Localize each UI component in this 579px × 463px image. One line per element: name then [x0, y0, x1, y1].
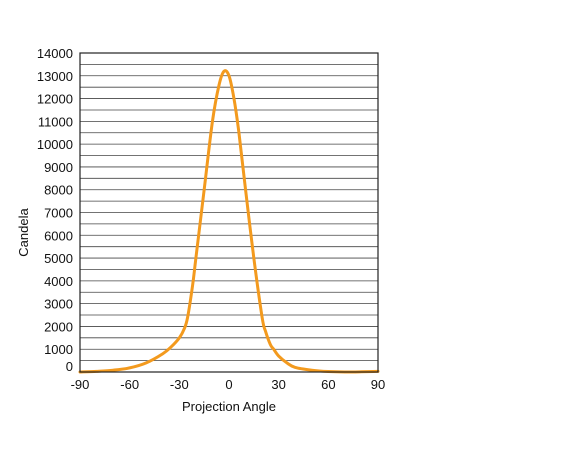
y-tick-label: 14000 — [37, 46, 73, 61]
x-tick-label: 30 — [271, 377, 285, 392]
x-tick-label: -90 — [71, 377, 90, 392]
y-tick-label: 3000 — [44, 297, 73, 312]
y-tick-label: 5000 — [44, 251, 73, 266]
grid-lines — [80, 63, 378, 362]
y-tick-label: 1000 — [44, 342, 73, 357]
y-tick-label: 9000 — [44, 160, 73, 175]
y-tick-label: 7000 — [44, 206, 73, 221]
y-tick-label: 12000 — [37, 92, 73, 107]
y-tick-label: 13000 — [37, 69, 73, 84]
x-axis-label: Projection Angle — [182, 399, 276, 414]
y-tick-label: 8000 — [44, 183, 73, 198]
x-tick-labels: -90 -60 -30 0 30 60 90 — [71, 377, 386, 392]
y-tick-label: 0 — [66, 359, 73, 374]
plot-frame — [79, 52, 379, 373]
x-tick-label: 60 — [321, 377, 335, 392]
y-axis-label: Candela — [16, 208, 31, 257]
x-tick-label: 90 — [371, 377, 385, 392]
y-tick-labels: 0 1000 2000 3000 4000 5000 6000 7000 8000 9000 100… — [37, 46, 73, 374]
series-line — [78, 69, 380, 374]
x-tick-label: -30 — [170, 377, 189, 392]
x-tick-label: 0 — [225, 377, 232, 392]
x-tick-label: -60 — [120, 377, 139, 392]
y-tick-label: 11000 — [38, 114, 73, 129]
y-tick-label: 6000 — [44, 228, 73, 243]
y-tick-label: 2000 — [44, 319, 73, 334]
y-tick-label: 4000 — [44, 274, 73, 289]
y-tick-label: 10000 — [37, 137, 73, 152]
